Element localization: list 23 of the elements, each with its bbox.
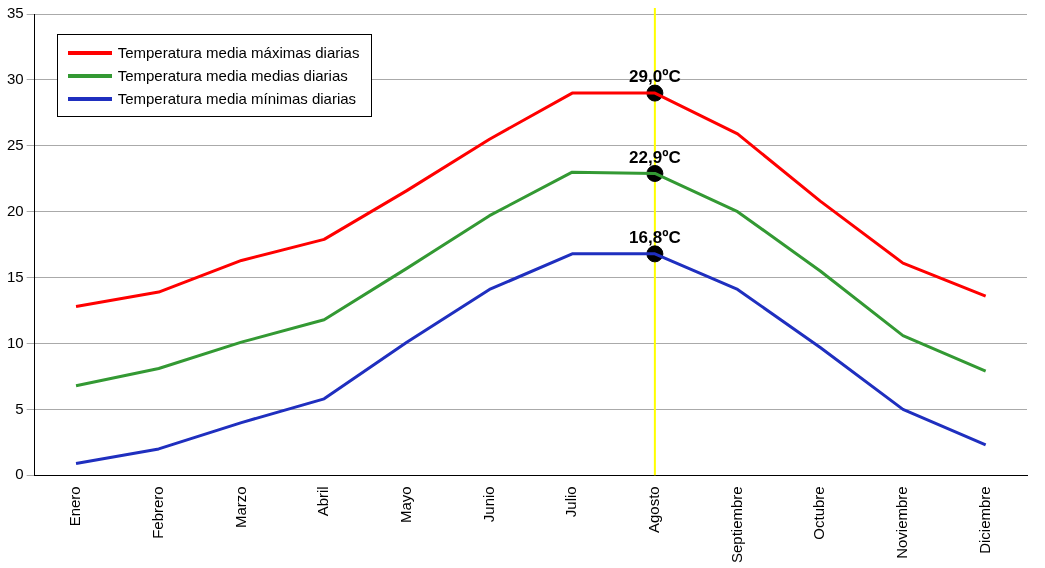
- x-tick-label: Enero: [66, 486, 84, 527]
- y-tick-label: 25: [7, 135, 24, 153]
- y-tick-label: 5: [15, 399, 24, 417]
- legend-label: Temperatura media mínimas diarias: [117, 90, 357, 107]
- y-tick-label: 20: [7, 201, 24, 219]
- legend-label: Temperatura media máximas diarias: [117, 44, 360, 61]
- y-tick-label: 30: [7, 70, 24, 88]
- x-tick-label: Febrero: [148, 486, 166, 539]
- x-tick-label: Junio: [479, 486, 497, 523]
- legend-label: Temperatura media medias diarias: [117, 67, 348, 84]
- x-tick-label: Septiembre: [727, 486, 745, 564]
- y-tick-label: 15: [7, 267, 24, 285]
- x-tick-label: Mayo: [396, 486, 414, 523]
- x-tick-label: Diciembre: [975, 486, 993, 554]
- y-tick-label: 0: [15, 465, 24, 483]
- y-tick-label: 35: [7, 4, 24, 22]
- x-tick-label: Abril: [314, 486, 332, 517]
- x-tick-label: Marzo: [231, 486, 249, 528]
- x-tick-label: Octubre: [810, 486, 828, 540]
- x-tick-label: Noviembre: [893, 486, 911, 559]
- x-tick-label: Agosto: [645, 486, 663, 533]
- x-tick-label: Julio: [562, 486, 580, 518]
- y-tick-label: 10: [7, 333, 24, 351]
